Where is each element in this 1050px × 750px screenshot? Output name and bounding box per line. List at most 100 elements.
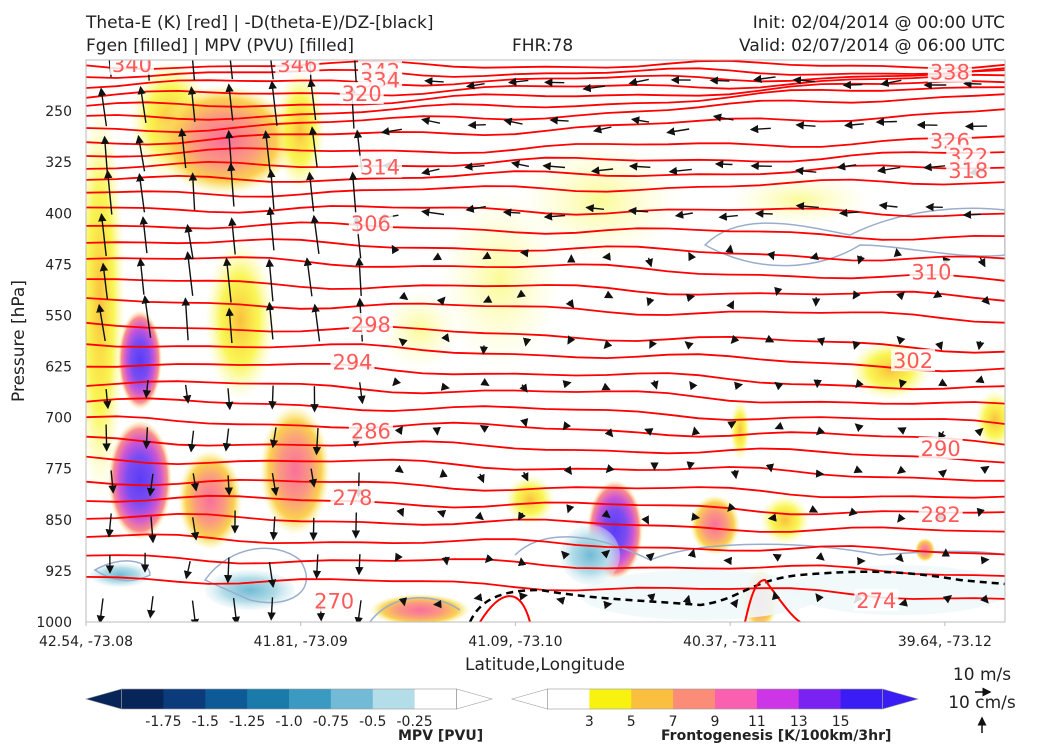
theta-e-label-bg (927, 60, 972, 83)
wind-vector (479, 424, 490, 433)
wind-vector (135, 134, 146, 172)
wind-vector (853, 465, 863, 474)
wind-vector (262, 130, 271, 172)
wind-vector (229, 60, 234, 80)
wind-vector (815, 552, 825, 561)
wind-vector (644, 428, 654, 436)
wind-vector (465, 204, 486, 213)
filled-fields (86, 60, 1005, 622)
wind-vector (479, 345, 489, 355)
theta-e-line (86, 512, 1005, 533)
wind-vector (749, 124, 771, 134)
wind-vector (795, 121, 816, 130)
wind-vector (691, 426, 701, 436)
wind-vector (96, 598, 106, 622)
theta-e-label-bg (348, 212, 393, 235)
wind-vector (601, 382, 611, 391)
wind-vector (436, 296, 446, 306)
wind-vector (668, 166, 692, 176)
wind-vector (310, 214, 320, 254)
wind-vector (231, 598, 241, 622)
wind-vector (880, 78, 902, 87)
wind-vector (980, 465, 990, 475)
wind-vector (464, 162, 485, 171)
theta-e-label-bg (918, 436, 963, 459)
colorbar-tick-label: -1.5 (192, 714, 219, 730)
wind-vector (142, 427, 151, 450)
wind-vector (436, 509, 447, 518)
theta-e-label-bg (946, 159, 991, 182)
theta-e-label: 320 (342, 82, 382, 106)
theta-e-label: 290 (921, 437, 961, 461)
wind-vector (794, 166, 817, 176)
theta-e-label: 294 (332, 350, 372, 374)
wind-vector (646, 297, 655, 307)
wind-vector (688, 251, 696, 262)
wind-vector (440, 382, 450, 391)
wind-vector (962, 210, 982, 219)
wind-vector (223, 257, 232, 303)
mpv-colorbar: -1.75 -1.5 -1.25 -1.0 -0.75 -0.5 -0.25 (84, 688, 494, 730)
wind-vector (980, 594, 989, 604)
theta-e-label-bg (358, 155, 403, 178)
wind-vector (178, 128, 187, 169)
wind-vector (730, 469, 739, 480)
wind-vector (516, 289, 526, 298)
wind-vector (270, 60, 274, 80)
wind-vector (96, 303, 106, 342)
wind-vector (265, 258, 275, 302)
wind-vector (854, 423, 864, 432)
wind-vector (766, 250, 775, 261)
theta-e-label: 274 (856, 589, 896, 613)
wind-vector (394, 425, 403, 436)
wind-vector (712, 113, 734, 122)
wind-vector (136, 173, 146, 213)
wind-vector (183, 561, 193, 580)
wind-vector (792, 76, 816, 85)
wind-vector (265, 301, 275, 340)
wind-vector (549, 116, 569, 125)
wind-vector (628, 206, 649, 216)
wind-vector (267, 561, 277, 588)
wind-vector (398, 597, 408, 607)
y-axis-label: Pressure [hPa] (9, 280, 29, 402)
wind-vector (141, 295, 152, 338)
colorbar-extend-left (84, 688, 122, 710)
x-tick-label: 41.09, -73.10 (468, 634, 562, 650)
wind-vector (645, 552, 655, 562)
wind-vector (268, 385, 277, 410)
colorbar-segment (163, 689, 206, 709)
wind-vector (896, 291, 906, 301)
wind-vector (666, 127, 690, 136)
colorbar-segment (589, 689, 632, 709)
wind-vector (878, 201, 898, 211)
y-tick-label: 625 (45, 360, 72, 376)
wind-vector (729, 598, 739, 609)
wind-vector (844, 120, 864, 130)
wind-vector (842, 80, 863, 90)
wind-vector (184, 251, 194, 296)
colorbar-extend-right (456, 688, 494, 710)
y-tick-label: 925 (45, 564, 72, 580)
wind-vector (765, 463, 775, 473)
wind-vector (308, 468, 318, 488)
x-axis-label: Latitude,Longitude (465, 655, 625, 675)
wind-vector (727, 502, 736, 512)
colorbar-segment (205, 689, 248, 709)
wind-vector (146, 473, 156, 497)
vector-legend-top: 10 m/s (953, 665, 1011, 685)
wind-vector (100, 135, 110, 173)
wind-vector (421, 208, 445, 217)
colorbar-segment (247, 689, 290, 709)
wind-vector (556, 596, 566, 605)
wind-vector (603, 339, 613, 350)
x-tick-label: 41.81, -73.09 (254, 634, 348, 650)
theta-e-label-bg (909, 260, 954, 283)
wind-vector (303, 257, 313, 297)
wind-vector (482, 251, 492, 260)
theta-e-label: 306 (351, 212, 391, 236)
wind-vector (355, 257, 364, 296)
wind-vector (474, 511, 484, 521)
wind-vector (605, 464, 615, 474)
colorbar-segment (631, 689, 674, 709)
